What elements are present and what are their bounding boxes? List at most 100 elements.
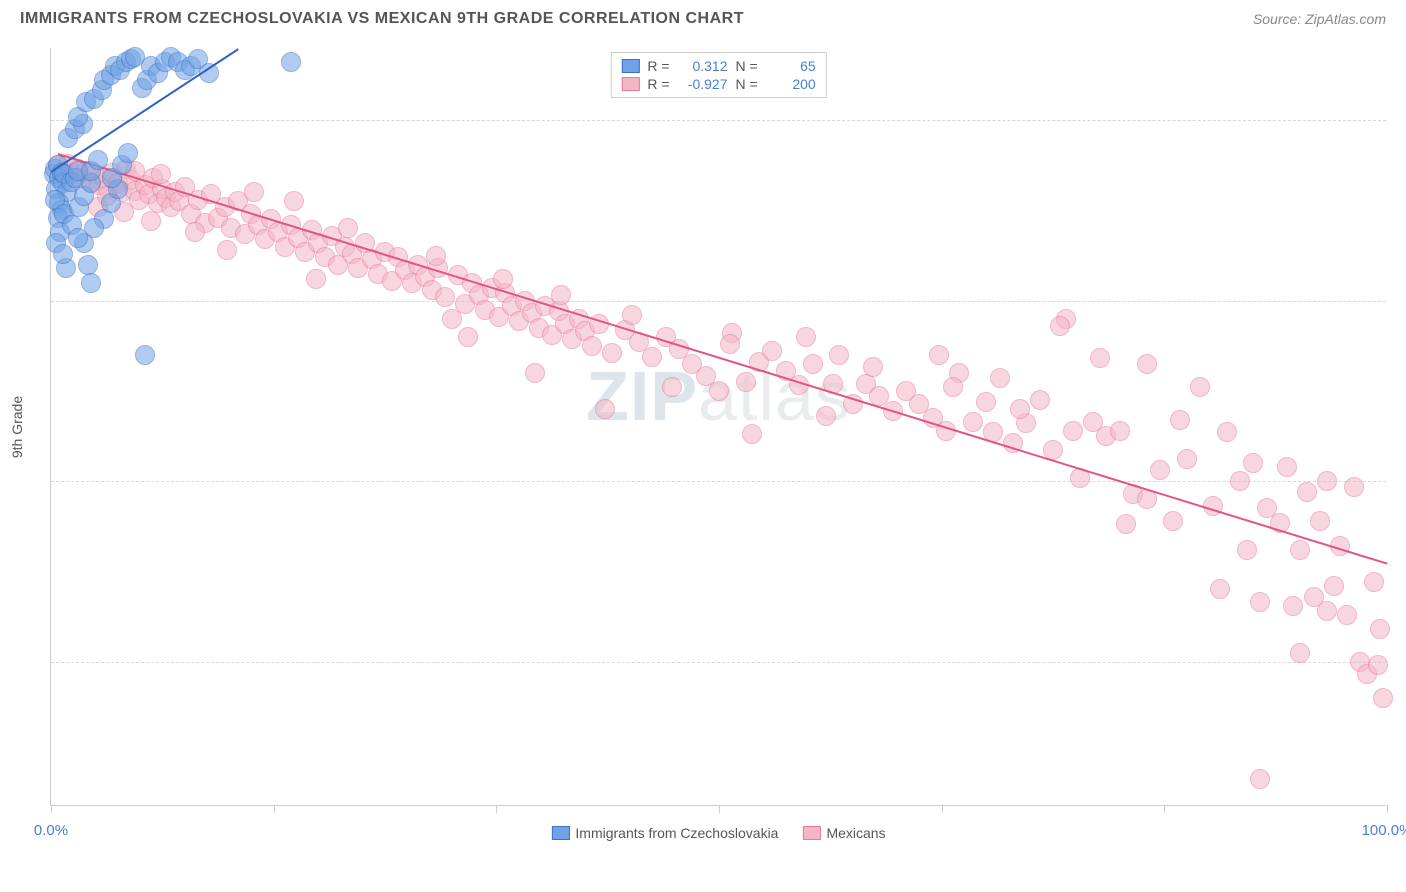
x-tick [1164,805,1165,813]
data-point [1010,399,1030,419]
data-point [306,269,326,289]
data-point [1310,511,1330,531]
data-point [803,354,823,374]
data-point [1337,605,1357,625]
gridline [51,120,1386,121]
y-tick-label: 90.0% [1396,292,1406,309]
data-point [929,345,949,365]
data-point [582,336,602,356]
data-point [151,164,171,184]
x-tick [51,805,52,813]
data-point [863,357,883,377]
source-credit: Source: ZipAtlas.com [1253,11,1386,27]
gridline [51,481,1386,482]
data-point [1090,348,1110,368]
data-point [662,377,682,397]
data-point [796,327,816,347]
y-tick-label: 70.0% [1396,653,1406,670]
data-point [426,246,446,266]
data-point [1190,377,1210,397]
correlation-legend: R =0.312 N =65 R =-0.927 N =200 [610,52,826,98]
y-tick-label: 80.0% [1396,473,1406,490]
data-point [1150,460,1170,480]
data-point [1317,601,1337,621]
data-point [1170,410,1190,430]
data-point [622,305,642,325]
data-point [435,287,455,307]
x-tick-label: 100.0% [1362,822,1406,839]
data-point [1116,514,1136,534]
data-point [1373,688,1393,708]
data-point [1317,471,1337,491]
data-point [458,327,478,347]
data-point [284,191,304,211]
x-tick [496,805,497,813]
data-point [118,143,138,163]
legend-item-mexican: Mexicans [802,825,885,841]
data-point [1344,477,1364,497]
data-point [736,372,756,392]
series-legend: Immigrants from Czechoslovakia Mexicans [551,825,885,841]
gridline [51,662,1386,663]
data-point [68,228,88,248]
data-point [1177,449,1197,469]
data-point [963,412,983,432]
x-tick [274,805,275,813]
data-point [493,269,513,289]
data-point [53,244,73,264]
data-point [135,345,155,365]
y-axis-title: 9th Grade [9,395,25,457]
data-point [1163,511,1183,531]
data-point [1063,421,1083,441]
data-point [338,218,358,238]
data-point [244,182,264,202]
data-point [1137,354,1157,374]
data-point [990,368,1010,388]
data-point [595,399,615,419]
data-point [1290,643,1310,663]
legend-row-czech: R =0.312 N =65 [621,57,815,75]
data-point [1370,619,1390,639]
data-point [1364,572,1384,592]
swatch-mexican [802,826,820,840]
x-tick [1387,805,1388,813]
x-tick-label: 0.0% [34,822,68,839]
trendline [57,153,1387,565]
x-tick [942,805,943,813]
data-point [1368,655,1388,675]
data-point [1030,390,1050,410]
data-point [1243,453,1263,473]
swatch-czech [551,826,569,840]
swatch-czech [621,59,639,73]
data-point [1210,579,1230,599]
data-point [1217,422,1237,442]
data-point [1050,316,1070,336]
data-point [709,381,729,401]
data-point [1283,596,1303,616]
data-point [720,334,740,354]
data-point [551,285,571,305]
data-point [141,211,161,231]
gridline [51,301,1386,302]
data-point [1250,592,1270,612]
x-tick [719,805,720,813]
data-point [943,377,963,397]
data-point [1324,576,1344,596]
data-point [81,273,101,293]
scatter-chart: ZIPatlas 9th Grade R =0.312 N =65 R =-0.… [50,48,1386,806]
legend-item-czech: Immigrants from Czechoslovakia [551,825,778,841]
data-point [217,240,237,260]
legend-row-mexican: R =-0.927 N =200 [621,75,815,93]
data-point [1237,540,1257,560]
data-point [1250,769,1270,789]
data-point [742,424,762,444]
swatch-mexican [621,77,639,91]
data-point [1110,421,1130,441]
data-point [1290,540,1310,560]
data-point [281,52,301,72]
data-point [976,392,996,412]
data-point [525,363,545,383]
data-point [88,150,108,170]
data-point [816,406,836,426]
data-point [185,222,205,242]
